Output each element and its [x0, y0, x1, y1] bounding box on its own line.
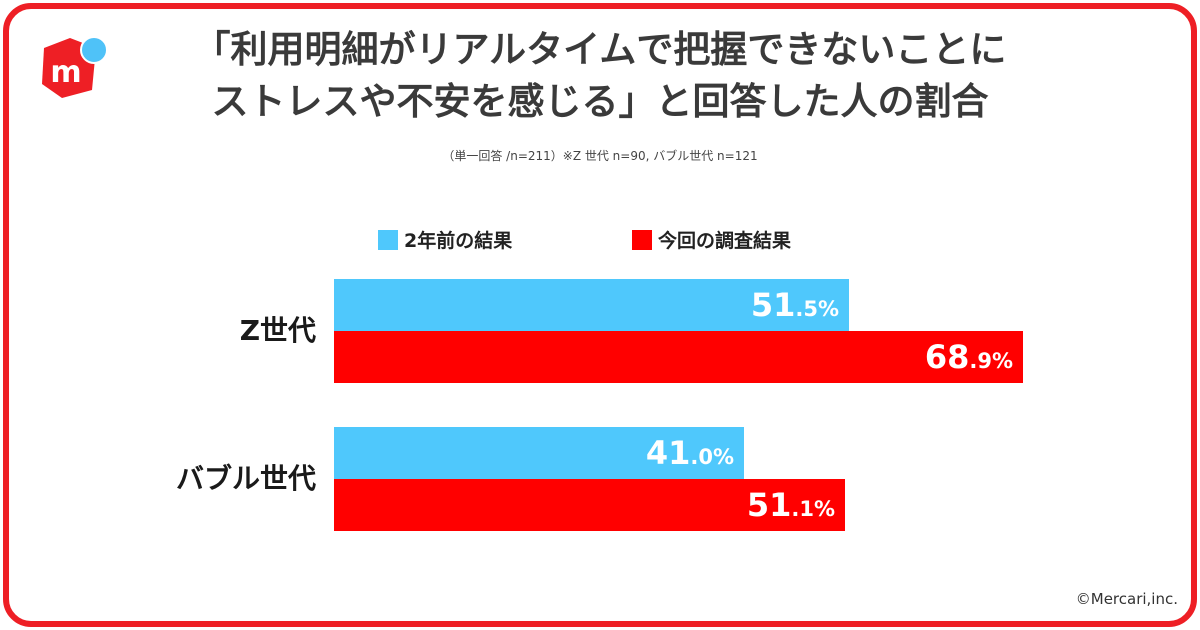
chart-subtitle: （単一回答 /n=211）※Z 世代 n=90, バブル世代 n=121 [442, 149, 758, 163]
title-line-2: ストレスや不安を感じる」と回答した人の割合 [211, 80, 989, 123]
bar-value-label: 51.1% [746, 486, 835, 524]
bar-current: 51.1% [334, 479, 845, 531]
category-label: Z世代 [239, 314, 316, 347]
logo-dot [80, 36, 108, 64]
logo-letter: m [50, 55, 81, 90]
chart-title: 「利用明細がリアルタイムで把握できないことに ストレスや不安を感じる」と回答した… [0, 24, 1200, 128]
legend-label-previous: 2年前の結果 [404, 230, 513, 252]
mercari-logo: m [42, 36, 108, 98]
legend-swatch-previous [378, 229, 398, 250]
bar-previous: 41.0% [334, 427, 744, 479]
bar-value-label: 68.9% [924, 338, 1013, 376]
legend-swatch-current [632, 229, 652, 250]
legend-item-previous: 2年前の結果 [378, 226, 512, 253]
bar-previous: 51.5% [334, 279, 849, 331]
category-label: バブル世代 [175, 462, 316, 495]
legend-label-current: 今回の調査結果 [658, 230, 792, 252]
title-line-1: 「利用明細がリアルタイムで把握できないことに [193, 28, 1007, 71]
copyright: ©Mercari,inc. [1075, 590, 1178, 608]
bar-value-label: 51.5% [750, 286, 839, 324]
bar-current: 68.9% [334, 331, 1023, 383]
bar-value-label: 41.0% [645, 434, 734, 472]
legend-item-current: 今回の調査結果 [632, 226, 791, 253]
